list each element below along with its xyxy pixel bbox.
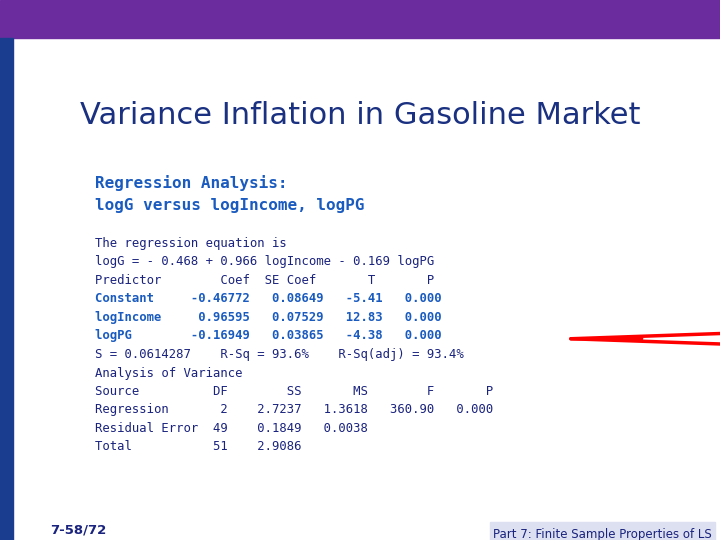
Text: Total           51    2.9086: Total 51 2.9086 [95, 441, 302, 454]
Bar [0, 38, 13, 540]
Text: Residual Error  49    0.1849   0.0038: Residual Error 49 0.1849 0.0038 [95, 422, 368, 435]
Text: logG versus logIncome, logPG: logG versus logIncome, logPG [95, 198, 364, 213]
Text: Analysis of Variance: Analysis of Variance [95, 367, 243, 380]
Text: Source          DF        SS       MS        F       P: Source DF SS MS F P [95, 385, 493, 398]
Text: Regression       2    2.7237   1.3618   360.90   0.000: Regression 2 2.7237 1.3618 360.90 0.000 [95, 403, 493, 416]
Bar [490, 522, 715, 540]
Text: logPG        -0.16949   0.03865   -4.38   0.000: logPG -0.16949 0.03865 -4.38 0.000 [95, 329, 441, 342]
Bar [0, 0, 720, 38]
Text: Constant     -0.46772   0.08649   -5.41   0.000: Constant -0.46772 0.08649 -5.41 0.000 [95, 293, 441, 306]
Text: The regression equation is: The regression equation is [95, 237, 287, 250]
Text: Variance Inflation in Gasoline Market: Variance Inflation in Gasoline Market [80, 100, 641, 130]
Text: 7-58/72: 7-58/72 [50, 523, 107, 537]
Text: Regression Analysis:: Regression Analysis: [95, 175, 287, 191]
Text: logG = - 0.468 + 0.966 logIncome - 0.169 logPG: logG = - 0.468 + 0.966 logIncome - 0.169… [95, 255, 434, 268]
Text: logIncome     0.96595   0.07529   12.83   0.000: logIncome 0.96595 0.07529 12.83 0.000 [95, 311, 441, 324]
Text: S = 0.0614287    R-Sq = 93.6%    R-Sq(adj) = 93.4%: S = 0.0614287 R-Sq = 93.6% R-Sq(adj) = 9… [95, 348, 464, 361]
Text: Part 7: Finite Sample Properties of LS: Part 7: Finite Sample Properties of LS [493, 528, 712, 540]
Text: Predictor        Coef  SE Coef       T       P: Predictor Coef SE Coef T P [95, 274, 434, 287]
